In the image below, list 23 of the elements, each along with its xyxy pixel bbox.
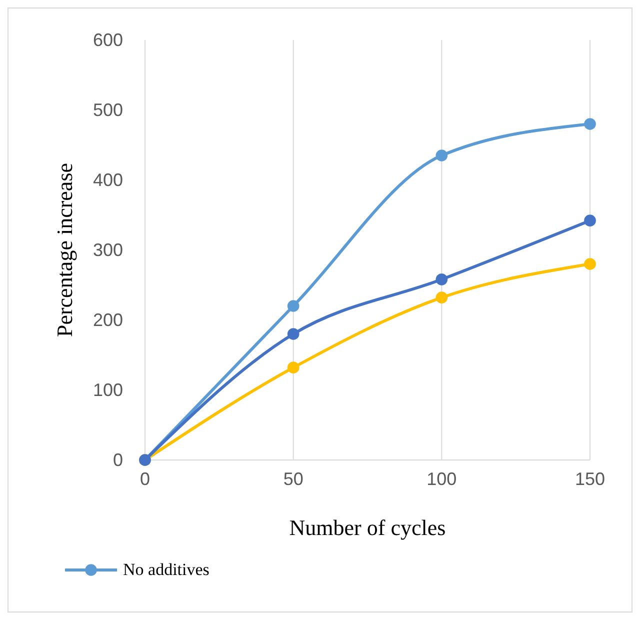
x-tick-label: 50 [283,468,304,489]
point [436,150,448,162]
point [436,292,448,304]
point [584,118,596,130]
point [287,328,300,340]
y-tick-label: 500 [92,100,123,120]
legend-label: No additives [123,560,210,579]
y-tick-label: 400 [92,170,123,190]
x-axis-title: Number of cycles [289,515,446,540]
y-tick-label: 100 [92,380,123,400]
y-tick-label: 200 [92,310,123,330]
point [584,214,596,227]
x-tick-label: 100 [426,468,457,489]
y-tick-label: 0 [112,450,123,470]
point [584,258,596,270]
x-tick-label: 0 [140,468,150,489]
y-tick-label: 300 [92,240,123,260]
point [287,300,300,312]
point [287,362,300,374]
y-tick-label: 600 [92,30,123,50]
point [436,273,448,286]
y-axis-title: Percentage increase [52,162,77,338]
x-tick-label: 150 [574,468,606,489]
